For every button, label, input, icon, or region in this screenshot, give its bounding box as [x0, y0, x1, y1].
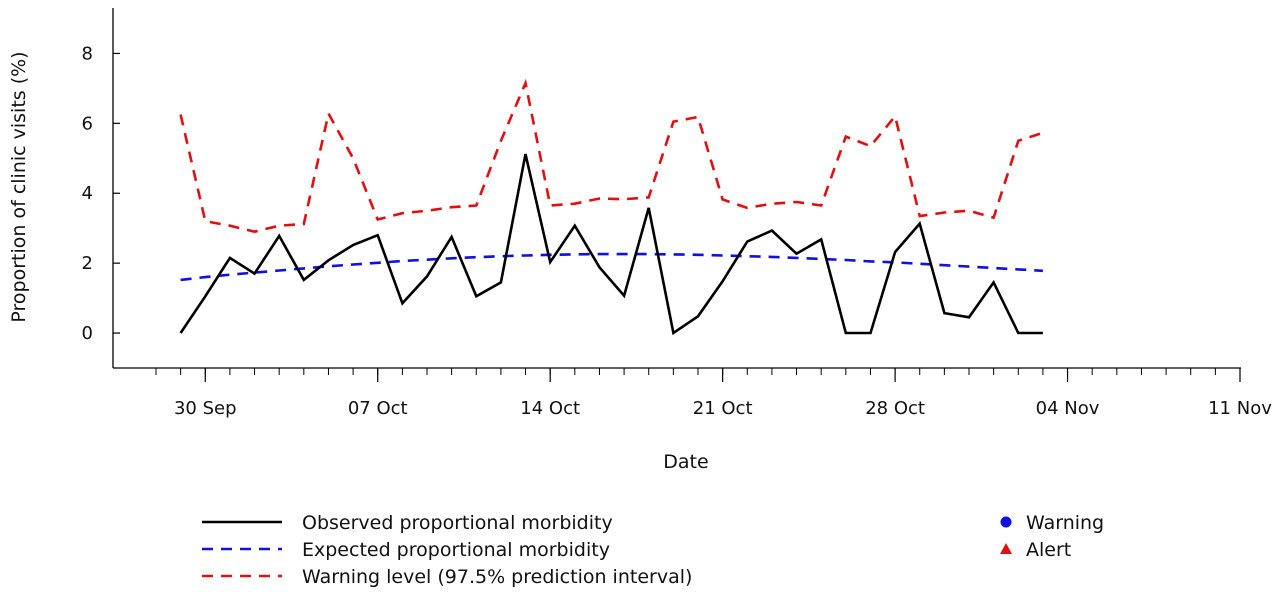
- warning-level-series-line: [179, 78, 1044, 234]
- y-axis-title: Proportion of clinic visits (%): [8, 51, 30, 322]
- observed-series-line: [179, 153, 1043, 336]
- x-tick-label: 14 Oct: [520, 398, 580, 419]
- legend-warning-marker: [1000, 516, 1012, 528]
- x-tick-label: 30 Sep: [174, 398, 237, 419]
- y-tick-label: 4: [82, 183, 93, 204]
- x-tick-label: 21 Oct: [693, 398, 753, 419]
- y-tick-label: 6: [82, 113, 93, 134]
- x-tick-label: 28 Oct: [865, 398, 925, 419]
- y-tick-label: 0: [82, 323, 93, 344]
- x-axis-title: Date: [663, 451, 708, 473]
- x-tick-label: 04 Nov: [1036, 398, 1100, 419]
- legend-label-expected: Expected proportional morbidity: [302, 539, 610, 561]
- legend-label-alert-marker: Alert: [1026, 539, 1071, 561]
- x-tick-label: 07 Oct: [348, 398, 408, 419]
- axes: 0 2 4 6 8 30 Sep 07 Oct 14 Oct 21 Oct 28 Oct 04 No…: [82, 8, 1272, 419]
- y-tick-label: 8: [82, 43, 93, 64]
- x-tick-label: 11 Nov: [1208, 398, 1272, 419]
- legend-label-warning-level: Warning level (97.5% prediction interval…: [302, 566, 692, 588]
- legend-label-warning-marker: Warning: [1026, 512, 1104, 534]
- legend-alert-marker: [1000, 543, 1012, 554]
- series-layer: [179, 78, 1044, 336]
- legend: Observed proportional morbidity Expected…: [202, 512, 1104, 588]
- y-tick-label: 2: [82, 253, 93, 274]
- legend-label-observed: Observed proportional morbidity: [302, 512, 613, 534]
